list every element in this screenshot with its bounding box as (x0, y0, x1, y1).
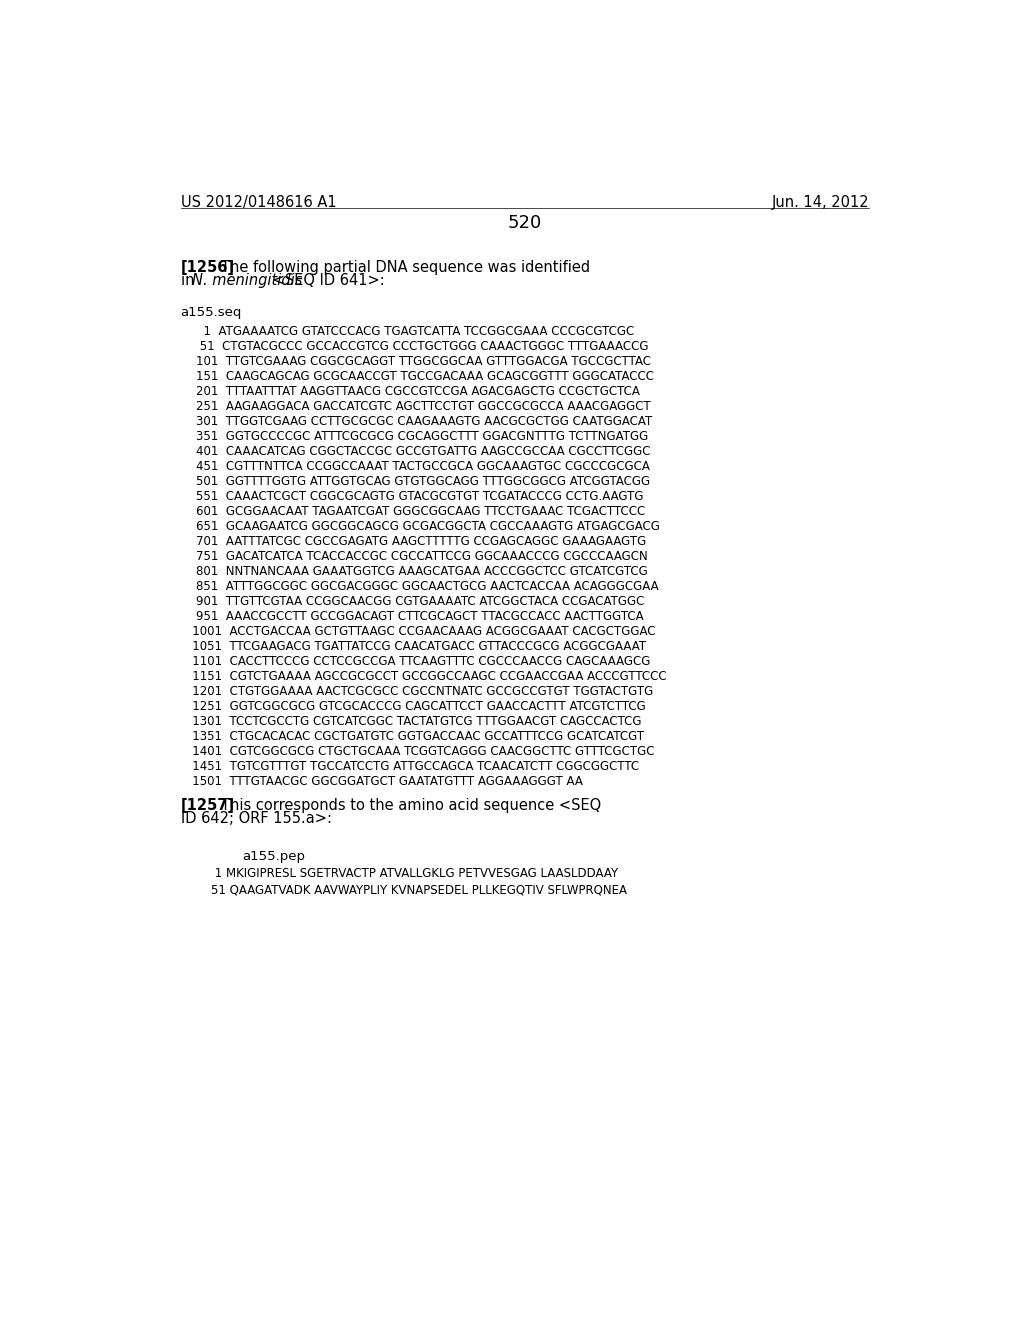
Text: 101  TTGTCGAAAG CGGCGCAGGT TTGGCGGCAA GTTTGGACGA TGCCGCTTAC: 101 TTGTCGAAAG CGGCGCAGGT TTGGCGGCAA GTT… (180, 355, 650, 368)
Text: N. meningitidis: N. meningitidis (191, 273, 302, 288)
Text: 151  CAAGCAGCAG GCGCAACCGT TGCCGACAAA GCAGCGGTTT GGGCATACCC: 151 CAAGCAGCAG GCGCAACCGT TGCCGACAAA GCA… (180, 370, 653, 383)
Text: 1201  CTGTGGAAAA AACTCGCGCC CGCCNTNATC GCCGCCGTGT TGGTACTGTG: 1201 CTGTGGAAAA AACTCGCGCC CGCCNTNATC GC… (180, 685, 653, 698)
Text: 51 QAAGATVADK AAVWAYPLIY KVNAPSEDEL PLLKEGQTIV SFLWPRQNEA: 51 QAAGATVADK AAVWAYPLIY KVNAPSEDEL PLLK… (180, 884, 627, 896)
Text: 1101  CACCTTCCCG CCTCCGCCGA TTCAAGTTTC CGCCCAACCG CAGCAAAGCG: 1101 CACCTTCCCG CCTCCGCCGA TTCAAGTTTC CG… (180, 655, 650, 668)
Text: 251  AAGAAGGACA GACCATCGTC AGCTTCCTGT GGCCGCGCCA AAACGAGGCT: 251 AAGAAGGACA GACCATCGTC AGCTTCCTGT GGC… (180, 400, 650, 413)
Text: <SEQ ID 641>:: <SEQ ID 641>: (267, 273, 384, 288)
Text: [1257]: [1257] (180, 799, 234, 813)
Text: 601  GCGGAACAAT TAGAATCGAT GGGCGGCAAG TTCCTGAAAC TCGACTTCCC: 601 GCGGAACAAT TAGAATCGAT GGGCGGCAAG TTC… (180, 506, 645, 517)
Text: 1  ATGAAAATCG GTATCCCACG TGAGTCATTA TCCGGCGAAA CCCGCGTCGC: 1 ATGAAAATCG GTATCCCACG TGAGTCATTA TCCGG… (180, 325, 634, 338)
Text: a155.pep: a155.pep (243, 850, 306, 863)
Text: 1151  CGTCTGAAAA AGCCGCGCCT GCCGGCCAAGC CCGAACCGAA ACCCGTTCCC: 1151 CGTCTGAAAA AGCCGCGCCT GCCGGCCAAGC C… (180, 671, 667, 682)
Text: 451  CGTTTNTTCA CCGGCCAAAT TACTGCCGCA GGCAAAGTGC CGCCCGCGCA: 451 CGTTTNTTCA CCGGCCAAAT TACTGCCGCA GGC… (180, 459, 649, 473)
Text: [1256]: [1256] (180, 260, 234, 275)
Text: 1501  TTTGTAACGC GGCGGATGCT GAATATGTTT AGGAAAGGGT AA: 1501 TTTGTAACGC GGCGGATGCT GAATATGTTT AG… (180, 775, 583, 788)
Text: 1051  TTCGAAGACG TGATTATCCG CAACATGACC GTTACCCGCG ACGGCGAAAT: 1051 TTCGAAGACG TGATTATCCG CAACATGACC GT… (180, 640, 646, 653)
Text: This corresponds to the amino acid sequence <SEQ: This corresponds to the amino acid seque… (221, 799, 601, 813)
Text: a155.seq: a155.seq (180, 306, 242, 319)
Text: 1401  CGTCGGCGCG CTGCTGCAAA TCGGTCAGGG CAACGGCTTC GTTTCGCTGC: 1401 CGTCGGCGCG CTGCTGCAAA TCGGTCAGGG CA… (180, 744, 654, 758)
Text: 701  AATTTATCGC CGCCGAGATG AAGCTTTTTG CCGAGCAGGC GAAAGAAGTG: 701 AATTTATCGC CGCCGAGATG AAGCTTTTTG CCG… (180, 535, 646, 548)
Text: 551  CAAACTCGCT CGGCGCAGTG GTACGCGTGT TCGATACCCG CCTG.AAGTG: 551 CAAACTCGCT CGGCGCAGTG GTACGCGTGT TCG… (180, 490, 643, 503)
Text: 401  CAAACATCAG CGGCTACCGC GCCGTGATTG AAGCCGCCAA CGCCTTCGGC: 401 CAAACATCAG CGGCTACCGC GCCGTGATTG AAG… (180, 445, 650, 458)
Text: 901  TTGTTCGTAA CCGGCAACGG CGTGAAAATC ATCGGCTACA CCGACATGGC: 901 TTGTTCGTAA CCGGCAACGG CGTGAAAATC ATC… (180, 595, 644, 609)
Text: 751  GACATCATCA TCACCACCGC CGCCATTCCG GGCAAACCCG CGCCCAAGCN: 751 GACATCATCA TCACCACCGC CGCCATTCCG GGC… (180, 550, 647, 562)
Text: 851  ATTTGGCGGC GGCGACGGGC GGCAACTGCG AACTCACCAA ACAGGGCGAA: 851 ATTTGGCGGC GGCGACGGGC GGCAACTGCG AAC… (180, 579, 658, 593)
Text: 51  CTGTACGCCC GCCACCGTCG CCCTGCTGGG CAAACTGGGC TTTGAAACCG: 51 CTGTACGCCC GCCACCGTCG CCCTGCTGGG CAAA… (180, 339, 648, 352)
Text: 201  TTTAATTTAT AAGGTTAACG CGCCGTCCGA AGACGAGCTG CCGCTGCTCA: 201 TTTAATTTAT AAGGTTAACG CGCCGTCCGA AGA… (180, 385, 640, 397)
Text: Jun. 14, 2012: Jun. 14, 2012 (771, 195, 869, 210)
Text: 1451  TGTCGTTTGT TGCCATCCTG ATTGCCAGCA TCAACATCTT CGGCGGCTTC: 1451 TGTCGTTTGT TGCCATCCTG ATTGCCAGCA TC… (180, 760, 639, 774)
Text: US 2012/0148616 A1: US 2012/0148616 A1 (180, 195, 336, 210)
Text: 520: 520 (508, 214, 542, 232)
Text: 1351  CTGCACACAC CGCTGATGTC GGTGACCAAC GCCATTTCCG GCATCATCGT: 1351 CTGCACACAC CGCTGATGTC GGTGACCAAC GC… (180, 730, 644, 743)
Text: The following partial DNA sequence was identified: The following partial DNA sequence was i… (221, 260, 590, 275)
Text: in: in (180, 273, 199, 288)
Text: 951  AAACCGCCTT GCCGGACAGT CTTCGCAGCT TTACGCCACC AACTTGGTCA: 951 AAACCGCCTT GCCGGACAGT CTTCGCAGCT TTA… (180, 610, 643, 623)
Text: 351  GGTGCCCCGC ATTTCGCGCG CGCAGGCTTT GGACGNTTTG TCTTNGATGG: 351 GGTGCCCCGC ATTTCGCGCG CGCAGGCTTT GGA… (180, 430, 648, 442)
Text: 1301  TCCTCGCCTG CGTCATCGGC TACTATGTCG TTTGGAACGT CAGCCACTCG: 1301 TCCTCGCCTG CGTCATCGGC TACTATGTCG TT… (180, 715, 641, 729)
Text: 651  GCAAGAATCG GGCGGCAGCG GCGACGGCTA CGCCAAAGTG ATGAGCGACG: 651 GCAAGAATCG GGCGGCAGCG GCGACGGCTA CGC… (180, 520, 659, 533)
Text: 301  TTGGTCGAAG CCTTGCGCGC CAAGAAAGTG AACGCGCTGG CAATGGACAT: 301 TTGGTCGAAG CCTTGCGCGC CAAGAAAGTG AAC… (180, 414, 652, 428)
Text: 1001  ACCTGACCAA GCTGTTAAGC CCGAACAAAG ACGGCGAAAT CACGCTGGAC: 1001 ACCTGACCAA GCTGTTAAGC CCGAACAAAG AC… (180, 626, 655, 638)
Text: 501  GGTTTTGGTG ATTGGTGCAG GTGTGGCAGG TTTGGCGGCG ATCGGTACGG: 501 GGTTTTGGTG ATTGGTGCAG GTGTGGCAGG TTT… (180, 475, 650, 488)
Text: ID 642; ORF 155.a>:: ID 642; ORF 155.a>: (180, 812, 332, 826)
Text: 1 MKIGIPRESL SGETRVACTP ATVALLGKLG PETVVESGAG LAASLDDAAY: 1 MKIGIPRESL SGETRVACTP ATVALLGKLG PETVV… (180, 867, 617, 880)
Text: 1251  GGTCGGCGCG GTCGCACCCG CAGCATTCCT GAACCACTTT ATCGTCTTCG: 1251 GGTCGGCGCG GTCGCACCCG CAGCATTCCT GA… (180, 700, 645, 713)
Text: 801  NNTNANCAAA GAAATGGTCG AAAGCATGAA ACCCGGCTCC GTCATCGTCG: 801 NNTNANCAAA GAAATGGTCG AAAGCATGAA ACC… (180, 565, 647, 578)
